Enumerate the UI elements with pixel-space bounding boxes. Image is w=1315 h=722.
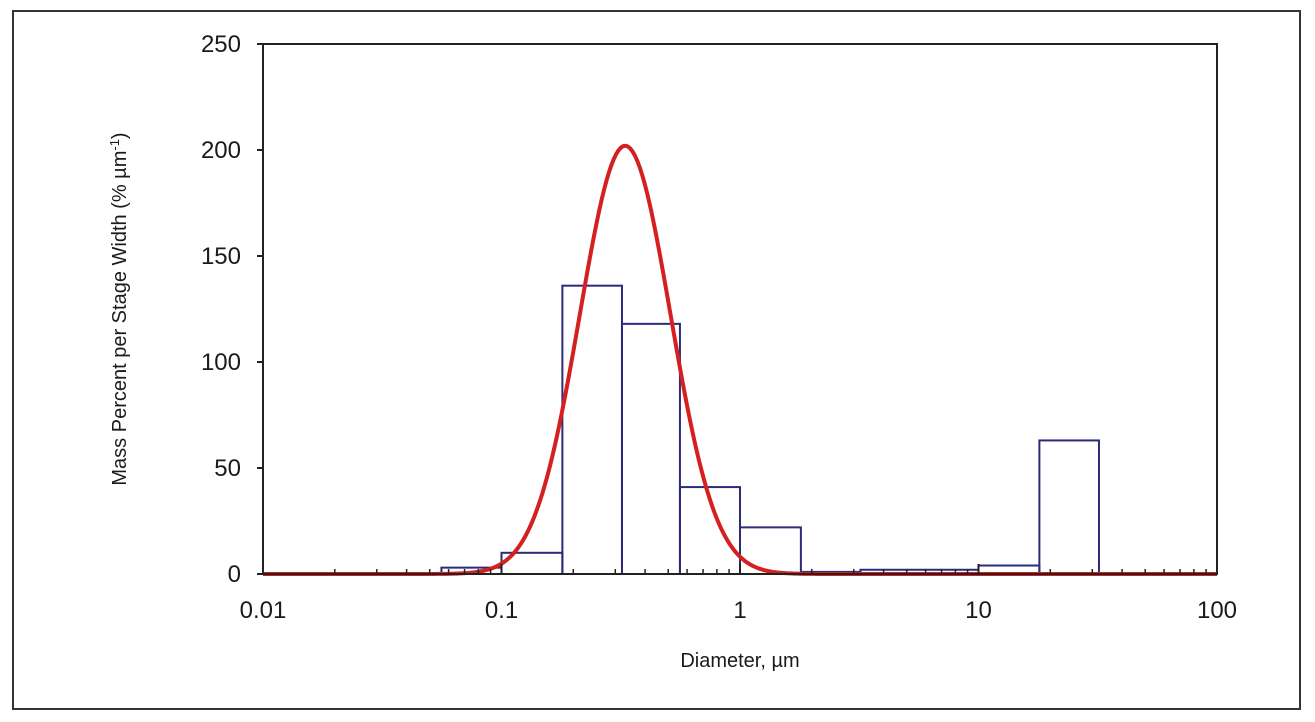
y-tick-label: 50 — [214, 455, 241, 482]
y-tick-label: 250 — [201, 31, 241, 58]
histogram-bar — [620, 322, 681, 575]
y-axis-ticks: 0 50 100 150 200 250 — [201, 31, 263, 588]
x-tick-label: 1 — [733, 597, 746, 624]
x-tick-label: 10 — [965, 597, 992, 624]
y-tick-label: 0 — [228, 561, 241, 588]
y-axis-title-close: ) — [109, 132, 131, 139]
y-tick-label: 100 — [201, 349, 241, 376]
histogram-bar — [561, 284, 623, 575]
y-tick-label: 200 — [201, 137, 241, 164]
y-axis-title-sup: -1 — [107, 139, 122, 151]
y-axis-title-main: Mass Percent per Stage Width (% µm — [109, 151, 131, 486]
chart: 0.01 0.1 1 10 100 0 50 100 150 200 250 Diameter, … — [107, 31, 1238, 672]
y-tick-label: 150 — [201, 243, 241, 270]
histogram-bars — [440, 284, 1100, 576]
x-tick-label: 0.01 — [240, 597, 287, 624]
histogram-bar — [739, 526, 802, 575]
x-axis-title: Diameter, µm — [680, 650, 799, 672]
x-axis-ticks: 0.01 0.1 1 10 100 — [240, 564, 1237, 624]
y-axis-title: Mass Percent per Stage Width (% µm-1) — [107, 132, 132, 485]
chart-frame: 0.01 0.1 1 10 100 0 50 100 150 200 250 Diameter, … — [12, 10, 1301, 710]
histogram-bar — [1038, 439, 1100, 575]
x-tick-label: 100 — [1197, 597, 1237, 624]
x-tick-label: 0.1 — [485, 597, 518, 624]
